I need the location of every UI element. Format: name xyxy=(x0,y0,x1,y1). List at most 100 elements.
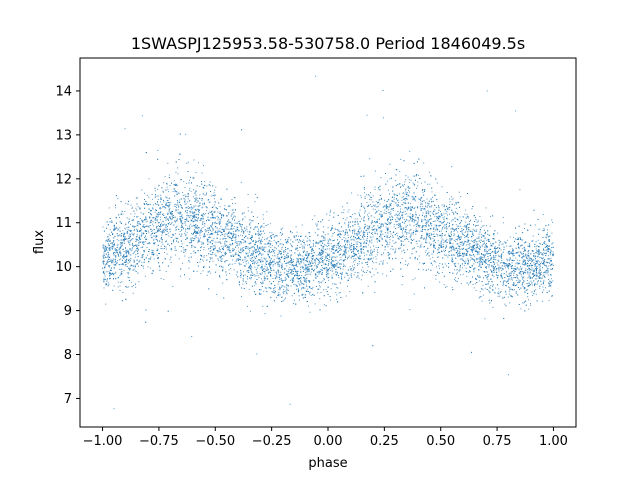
data-point xyxy=(254,247,255,249)
data-point xyxy=(173,215,174,216)
data-point xyxy=(441,214,442,216)
data-point xyxy=(279,261,281,263)
data-point xyxy=(203,214,205,216)
data-point xyxy=(291,259,293,261)
data-point xyxy=(502,243,504,245)
data-point xyxy=(130,213,132,215)
data-point xyxy=(226,215,228,217)
data-point xyxy=(342,230,344,232)
data-point xyxy=(528,269,530,271)
data-point xyxy=(177,212,179,214)
data-point xyxy=(187,205,189,207)
data-point xyxy=(369,271,371,273)
data-point xyxy=(428,242,430,244)
data-point xyxy=(385,204,387,205)
data-point xyxy=(401,196,403,198)
data-point xyxy=(307,280,309,282)
data-point xyxy=(293,299,295,301)
data-point xyxy=(451,166,453,168)
data-point xyxy=(455,211,457,213)
data-point xyxy=(216,208,218,209)
data-point xyxy=(439,221,441,223)
data-point xyxy=(238,221,240,222)
data-point xyxy=(501,260,503,261)
data-point xyxy=(263,223,265,224)
data-point xyxy=(283,254,285,256)
data-point xyxy=(378,209,380,211)
data-point xyxy=(540,265,541,267)
data-point xyxy=(339,236,341,238)
data-point xyxy=(133,259,135,261)
data-point xyxy=(348,247,350,249)
data-point xyxy=(120,274,122,276)
data-point xyxy=(291,258,293,260)
data-point xyxy=(536,274,538,276)
data-point xyxy=(300,261,301,262)
data-point xyxy=(123,253,125,255)
data-point xyxy=(234,254,236,256)
data-point xyxy=(479,216,481,217)
data-point xyxy=(528,257,530,259)
data-point xyxy=(392,208,394,210)
data-point xyxy=(117,244,119,246)
data-point xyxy=(124,227,126,229)
data-point xyxy=(298,283,300,285)
data-point xyxy=(486,225,487,227)
data-point xyxy=(261,241,263,242)
data-point xyxy=(441,222,443,224)
data-point xyxy=(413,225,415,227)
data-point xyxy=(495,246,497,248)
data-point xyxy=(293,284,295,285)
data-point xyxy=(330,230,332,231)
data-point xyxy=(473,248,475,249)
data-point xyxy=(478,236,480,238)
data-point xyxy=(270,297,272,299)
data-point xyxy=(143,224,145,225)
data-point xyxy=(448,235,450,236)
data-point xyxy=(147,266,149,268)
data-point xyxy=(384,206,386,208)
data-point xyxy=(268,251,270,253)
data-point xyxy=(331,248,333,250)
data-point xyxy=(465,221,467,223)
data-point xyxy=(414,200,416,202)
data-point xyxy=(145,241,147,243)
data-point xyxy=(138,223,140,225)
data-point xyxy=(515,269,517,271)
data-point xyxy=(276,243,277,245)
data-point xyxy=(509,258,511,260)
data-point xyxy=(490,262,492,264)
data-point xyxy=(278,295,280,297)
data-point xyxy=(214,222,216,224)
data-point xyxy=(409,213,411,215)
data-point xyxy=(226,222,228,224)
data-point xyxy=(481,263,483,265)
data-point xyxy=(549,248,551,250)
data-point xyxy=(430,244,432,246)
data-point xyxy=(230,221,232,223)
data-point xyxy=(415,216,417,218)
data-point xyxy=(404,183,405,185)
data-point xyxy=(343,254,345,256)
data-point xyxy=(425,211,427,213)
data-point xyxy=(366,206,368,208)
data-point xyxy=(263,282,265,284)
data-point xyxy=(516,259,518,261)
data-point xyxy=(117,260,119,262)
data-point xyxy=(135,286,137,288)
data-point xyxy=(371,276,373,278)
data-point xyxy=(149,242,151,244)
data-point xyxy=(488,234,490,236)
data-point xyxy=(393,223,395,225)
data-point xyxy=(416,230,418,232)
data-point xyxy=(165,270,167,272)
data-point xyxy=(370,203,371,205)
data-point xyxy=(366,229,368,231)
data-point xyxy=(332,246,334,248)
data-point xyxy=(144,237,145,238)
data-point xyxy=(388,212,390,214)
data-point xyxy=(174,249,176,251)
data-point xyxy=(249,224,251,226)
data-point xyxy=(463,264,465,266)
data-point xyxy=(113,229,115,231)
